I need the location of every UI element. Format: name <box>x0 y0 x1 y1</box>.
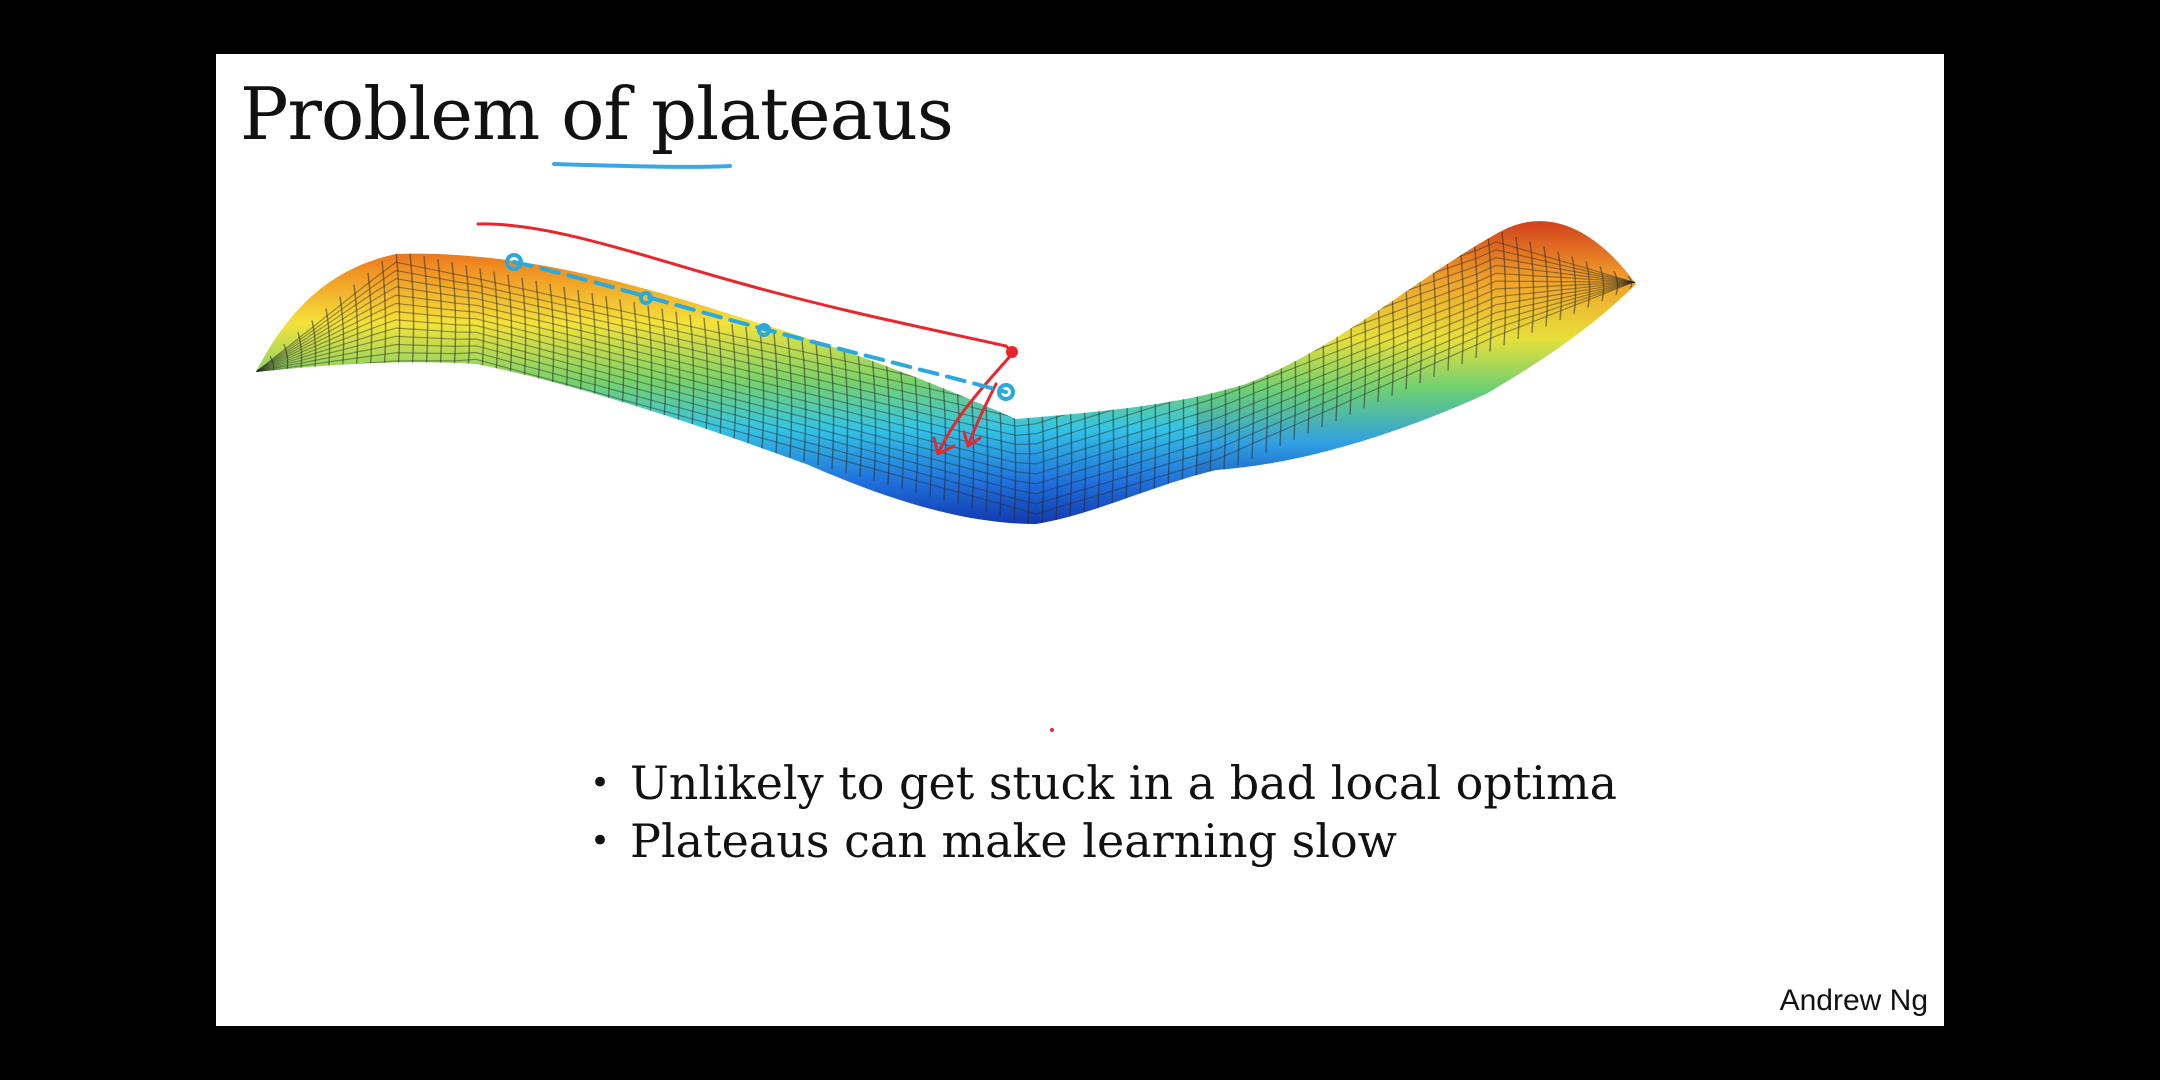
mesh-line <box>437 259 443 373</box>
mesh-line <box>689 314 695 430</box>
mesh-line <box>871 354 877 481</box>
mesh-line <box>731 323 737 442</box>
mesh-line <box>256 280 1636 505</box>
mesh-line <box>605 296 611 407</box>
mesh-line <box>591 293 597 403</box>
mesh-line <box>479 268 485 372</box>
red-line-annotation <box>476 222 1014 354</box>
mesh-line <box>507 274 513 380</box>
mesh-line <box>759 330 765 450</box>
mesh-line <box>451 262 457 373</box>
mesh-line <box>703 317 709 434</box>
mesh-line <box>577 289 583 399</box>
plateau-surface-figure <box>256 162 1636 732</box>
mesh-line <box>1501 232 1507 346</box>
mesh-line <box>787 336 793 458</box>
mesh-line <box>1571 256 1577 314</box>
mesh-line <box>256 280 1636 515</box>
mesh-line <box>913 363 919 493</box>
mesh-line <box>256 280 1636 446</box>
mesh-line <box>1529 241 1535 333</box>
mesh-line <box>256 281 1636 465</box>
blue-trajectory-annotation <box>505 253 1015 401</box>
mesh-line <box>256 281 1636 485</box>
mesh-line <box>1585 261 1591 308</box>
mesh-line <box>885 357 891 485</box>
bullet-item: Unlikely to get stuck in a bad local opt… <box>590 754 1617 812</box>
mesh-line <box>395 249 401 374</box>
red-dot-small <box>1050 728 1054 732</box>
mesh-line <box>381 260 387 374</box>
mesh-line <box>857 351 863 478</box>
red-arrow-annotation-2 <box>962 382 998 448</box>
mesh-line <box>409 253 415 373</box>
mesh-line <box>1473 239 1479 358</box>
mesh-line <box>1557 251 1563 321</box>
mesh-line <box>829 345 835 470</box>
bullet-list: Unlikely to get stuck in a bad local opt… <box>590 754 1617 870</box>
underline-annotation <box>552 162 732 169</box>
mesh-line <box>256 264 1636 427</box>
mesh-line <box>535 280 541 387</box>
mesh-line <box>745 326 751 446</box>
mesh-line <box>1599 266 1605 302</box>
mesh-line <box>619 299 625 411</box>
mesh-line <box>465 265 471 372</box>
mesh-line <box>521 277 527 383</box>
mesh-line <box>1543 246 1549 327</box>
mesh-line <box>256 272 1636 437</box>
mesh-line <box>256 280 1636 495</box>
slide: Problem of plateaus <box>216 54 1944 1026</box>
mesh-line <box>717 320 723 438</box>
mesh-line <box>899 360 905 489</box>
mesh-line <box>843 348 849 474</box>
bullet-item: Plateaus can make learning slow <box>590 812 1617 870</box>
mesh-line <box>633 302 639 415</box>
red-arrow-annotation <box>932 352 1014 456</box>
mesh-line <box>256 281 1636 475</box>
mesh-line <box>1459 243 1465 365</box>
mesh-line <box>1613 270 1619 296</box>
red-dot-annotation <box>1006 346 1018 358</box>
mesh-line <box>815 342 821 466</box>
mesh-line <box>801 339 807 462</box>
mesh-line <box>423 256 429 373</box>
mesh-line <box>1487 234 1493 352</box>
author-credit: Andrew Ng <box>1779 984 1928 1017</box>
slide-title: Problem of plateaus <box>240 72 954 156</box>
mesh-line <box>661 308 667 423</box>
mesh-line <box>647 305 653 419</box>
mesh-line <box>1627 275 1633 289</box>
mesh-line <box>773 333 779 454</box>
mesh-line <box>493 271 499 376</box>
mesh-line <box>563 286 569 395</box>
mesh-line <box>1515 236 1521 340</box>
mesh-line <box>549 283 555 391</box>
mesh-line <box>675 311 681 427</box>
mesh-line <box>367 272 373 374</box>
